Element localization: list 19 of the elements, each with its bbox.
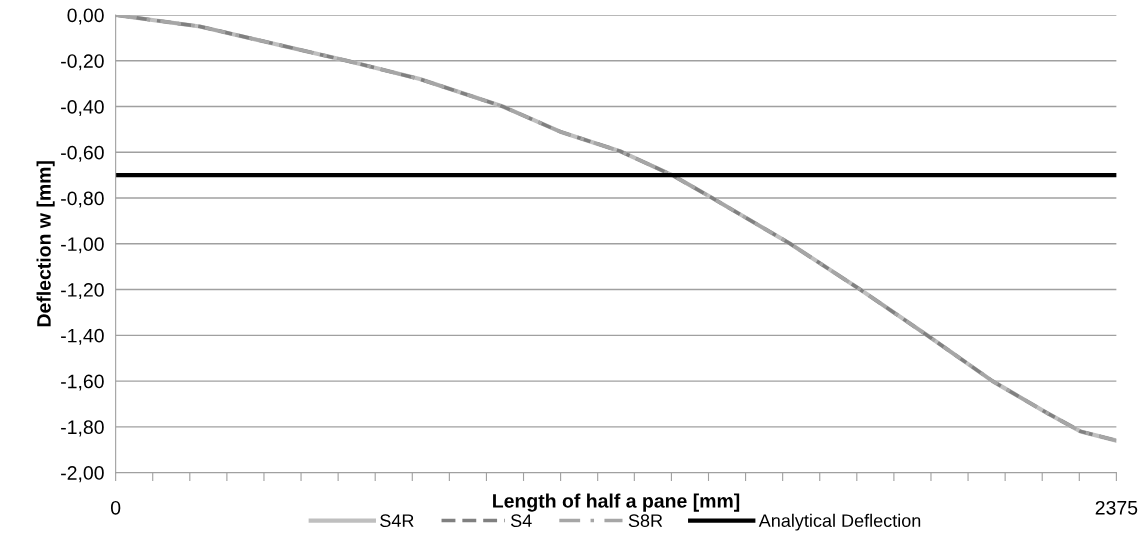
y-tick-label: -1,20 — [61, 283, 104, 300]
legend-label: S8R — [628, 514, 663, 528]
y-tick-label: -2,00 — [61, 466, 104, 483]
y-tick-label: -0,60 — [61, 145, 104, 162]
y-tick-label: -0,20 — [61, 54, 104, 71]
y-axis-title: Deflection w [mm] — [36, 161, 55, 327]
y-tick-label: -0,80 — [61, 191, 104, 208]
y-tick-label: -0,40 — [61, 100, 104, 117]
y-tick-label: 0,00 — [67, 8, 104, 25]
y-tick-label: -1,60 — [61, 374, 104, 391]
y-tick-label: -1,80 — [61, 420, 104, 437]
y-tick-label: -1,00 — [61, 237, 104, 254]
x-tick-label: 0 — [111, 500, 121, 515]
legend-label: S4R — [380, 514, 414, 528]
legend-label: S4 — [510, 514, 532, 528]
legend-label: Analytical Deflection — [758, 513, 921, 531]
x-axis-title: Length of half a pane [mm] — [493, 493, 740, 512]
y-tick-label: -1,40 — [61, 328, 104, 345]
x-tick-label: 2375 — [1095, 500, 1138, 515]
